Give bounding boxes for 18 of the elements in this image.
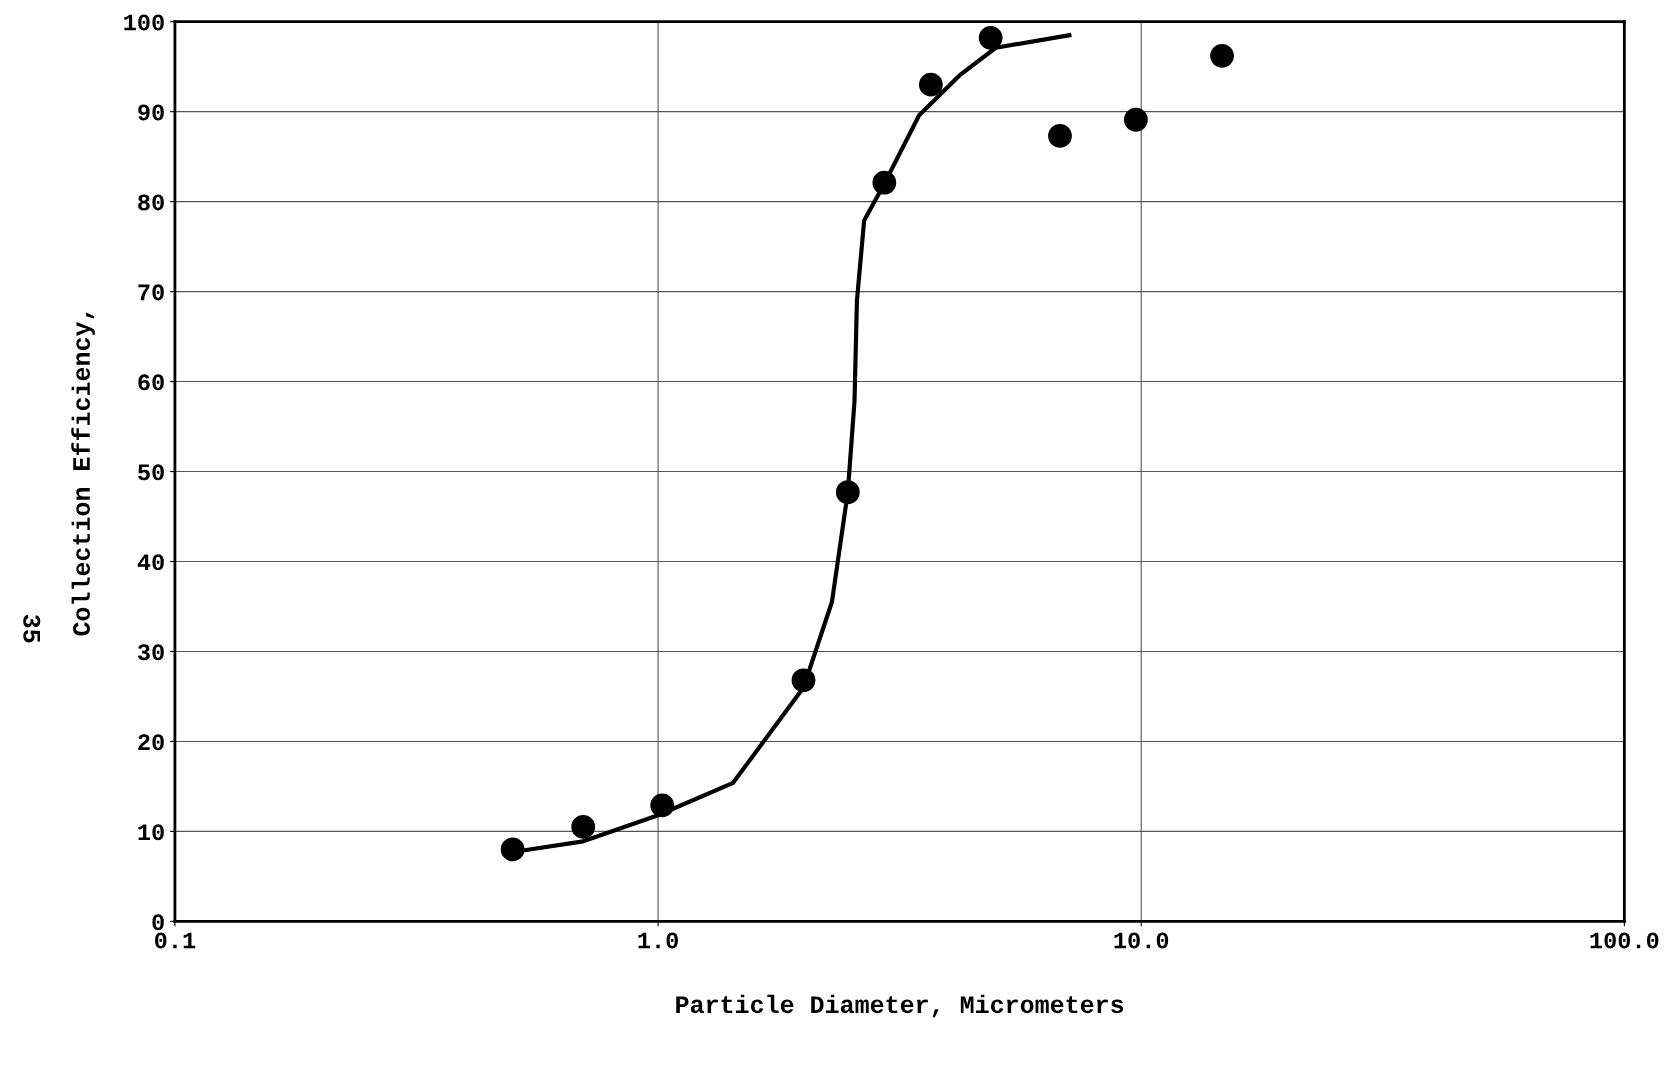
x-tick-label: 0.1 bbox=[155, 932, 196, 949]
x-tick-label: 10.0 bbox=[1114, 932, 1169, 949]
x-tick-label: 100.0 bbox=[1590, 932, 1659, 949]
x-axis-title: Particle Diameter, Micrometers bbox=[676, 994, 1124, 1018]
y-tick-label: 90 bbox=[138, 104, 164, 121]
y-tick-label: 20 bbox=[138, 734, 164, 751]
y-tick-label: 30 bbox=[137, 644, 164, 661]
y-tick-label: 70 bbox=[138, 284, 164, 301]
y-tick-label: 100 bbox=[124, 14, 164, 31]
y-tick-label: 10 bbox=[138, 824, 164, 841]
y-axis-title: Collection Efficiency, bbox=[71, 312, 95, 636]
y-tick-label: 40 bbox=[137, 554, 164, 571]
y-tick-label: 50 bbox=[138, 464, 164, 481]
y-tick-label: 60 bbox=[138, 374, 164, 391]
x-tick-label: 1.0 bbox=[638, 932, 678, 949]
y-tick-label: 0 bbox=[152, 914, 164, 931]
text: 35 bbox=[23, 614, 41, 643]
y-tick-label: 80 bbox=[138, 194, 164, 211]
